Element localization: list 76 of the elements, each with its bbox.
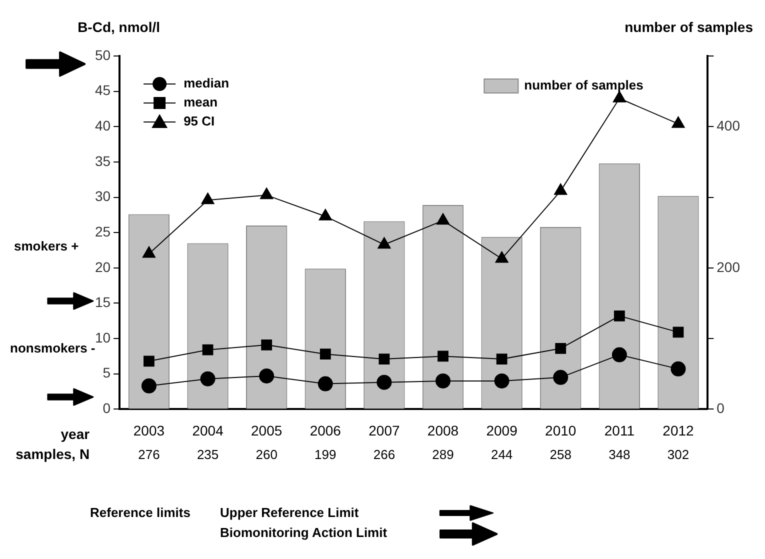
x-tick-label: 2012 (662, 422, 694, 438)
x-tick-label: 2011 (604, 422, 635, 438)
legend-label: mean (184, 94, 218, 110)
legend-label: median (184, 76, 230, 91)
point (672, 326, 684, 338)
data-label: 199 (314, 446, 336, 462)
y2-axis-title: number of samples (624, 18, 754, 35)
text: Upper Reference Limit (220, 505, 359, 520)
x-tick-label: 2008 (427, 422, 459, 438)
x-tick-label: 2005 (251, 422, 282, 438)
y-tick-label: 30 (94, 188, 111, 204)
data-label: 258 (550, 446, 572, 462)
text: nonsmokers - (10, 340, 96, 356)
data-label: 260 (256, 446, 278, 462)
text: Reference limits (90, 505, 190, 520)
point (555, 343, 566, 354)
point (376, 374, 392, 390)
point (670, 361, 686, 376)
text: samples, N (16, 446, 90, 462)
point (438, 350, 448, 362)
x-tick-label: 2010 (545, 422, 576, 438)
point (614, 310, 625, 322)
data-label: 348 (608, 446, 630, 462)
data-label: 266 (373, 446, 396, 462)
point (553, 370, 568, 385)
y-tick-label: 25 (94, 223, 111, 240)
y-tick-label: 0 (102, 400, 111, 416)
x-tick-label: 2009 (486, 422, 518, 438)
y-tick-label: 20 (94, 258, 111, 275)
point (496, 354, 508, 364)
x-axis-title: year (60, 426, 90, 442)
x-tick-label: 2006 (310, 422, 342, 438)
y-tick-label: 5 (102, 364, 111, 381)
point (202, 344, 214, 356)
y-tick-label: 45 (94, 82, 111, 98)
x-tick-label: 2007 (368, 422, 400, 438)
point (318, 376, 333, 392)
legend-label: number of samples (524, 78, 644, 93)
x-tick-label: 2003 (133, 422, 165, 438)
point (259, 368, 274, 384)
point (494, 373, 510, 388)
y-tick-label: 40 (94, 118, 111, 134)
point (554, 183, 568, 195)
data-label: 235 (196, 446, 219, 462)
point (260, 188, 274, 200)
y-tick-label: 35 (94, 152, 111, 169)
point (318, 208, 332, 220)
y2-tick-label: 400 (716, 118, 740, 134)
point (378, 354, 390, 364)
data-label: 244 (490, 446, 513, 462)
legend-label: 95 CI (184, 114, 215, 129)
point (378, 237, 391, 249)
y-tick-label: 50 (94, 46, 111, 63)
y-axis-title: B-Cd, nmol/l (78, 18, 160, 35)
point (144, 356, 154, 367)
point (495, 251, 508, 263)
point (612, 347, 627, 362)
text: smokers + (14, 238, 80, 254)
point (142, 246, 156, 258)
point (141, 378, 156, 394)
y-tick-label: 10 (94, 329, 111, 346)
y-tick-label: 15 (94, 294, 111, 310)
point (436, 213, 450, 225)
point (201, 192, 214, 204)
x-tick-label: 2004 (192, 422, 224, 438)
y2-tick-label: 200 (716, 258, 740, 275)
point (320, 348, 331, 360)
point (672, 116, 685, 128)
point (200, 371, 216, 386)
data-label: 302 (667, 446, 690, 462)
data-label: 276 (138, 446, 160, 462)
y2-tick-label: 0 (716, 400, 725, 416)
text: Biomonitoring Action Limit (220, 525, 388, 540)
point (436, 373, 451, 388)
data-label: 289 (432, 446, 454, 462)
point (261, 339, 272, 350)
